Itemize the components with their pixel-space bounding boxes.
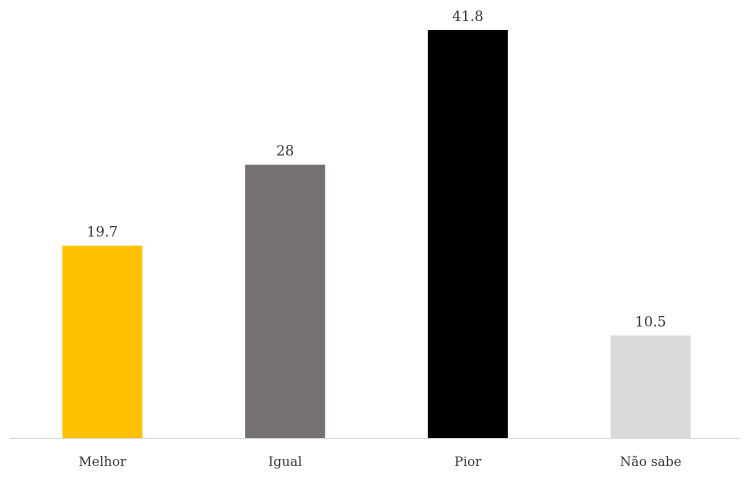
bar-n-o-sabe [610,335,691,438]
bar-pior [427,30,508,438]
data-label: 10.5 [635,315,666,331]
bar-melhor [62,245,143,438]
data-label: 19.7 [87,225,118,241]
data-label: 41.8 [452,9,483,25]
data-label: 28 [276,144,294,160]
x-tick-label: Não sabe [620,455,682,470]
x-tick-label: Pior [454,455,482,470]
x-tick-label: Melhor [79,455,127,470]
bar-igual [245,164,326,439]
x-tick-label: Igual [268,455,302,470]
